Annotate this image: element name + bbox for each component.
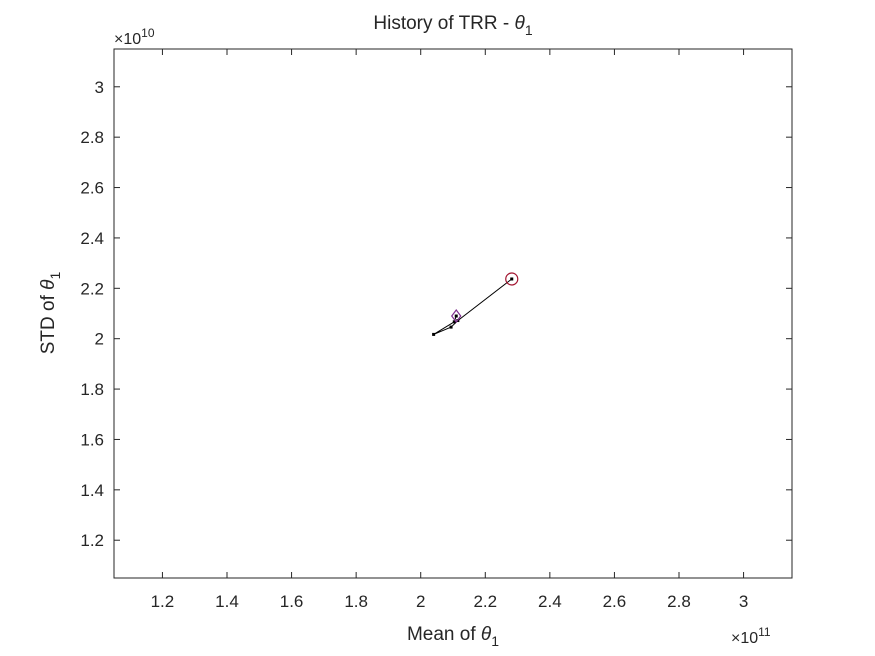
x-tick-label: 2.8 [667,592,691,611]
axes: 1.2 1.4 1.6 1.8 2 2.2 2.4 2.6 2.8 3 1.2 1.4 1.6 1.8 2… [80,48,793,611]
start-marker [505,272,519,286]
x-axis-multiplier: ×1011 [731,625,771,647]
y-tick-label: 3 [95,78,104,97]
data-point [454,314,458,318]
x-tick-label: 1.4 [215,592,239,611]
x-tick-label: 3 [739,592,748,611]
x-tick-label: 2 [416,592,425,611]
y-tick-label: 2.2 [80,279,104,298]
y-tick-label: 2.4 [80,229,104,248]
data-layer [432,272,519,336]
x-tick-label: 1.2 [151,592,175,611]
x-tick-label: 1.8 [344,592,368,611]
x-axis-ticks: 1.2 1.4 1.6 1.8 2 2.2 2.4 2.6 2.8 3 [151,49,748,611]
y-tick-label: 1.6 [80,430,104,449]
data-point [452,320,456,324]
x-tick-label: 2.6 [603,592,627,611]
data-point [449,325,453,329]
data-point [510,277,514,281]
data-point [432,332,436,336]
y-tick-label: 2.6 [80,179,104,198]
y-axis-label: STD of θ1 [38,272,63,355]
end-marker [450,309,462,324]
x-tick-label: 2.4 [538,592,562,611]
y-tick-label: 2 [95,330,104,349]
y-tick-label: 2.8 [80,128,104,147]
y-tick-label: 1.2 [80,531,104,550]
y-axis-multiplier: ×1010 [114,26,155,48]
x-tick-label: 2.2 [473,592,497,611]
x-tick-label: 1.6 [280,592,304,611]
chart-title: History of TRR - θ1 [373,13,532,38]
y-tick-label: 1.4 [80,481,104,500]
y-tick-label: 1.8 [80,380,104,399]
y-axis-ticks: 1.2 1.4 1.6 1.8 2 2.2 2.4 2.6 2.8 3 [80,78,792,550]
x-axis-label: Mean of θ1 [407,624,499,649]
